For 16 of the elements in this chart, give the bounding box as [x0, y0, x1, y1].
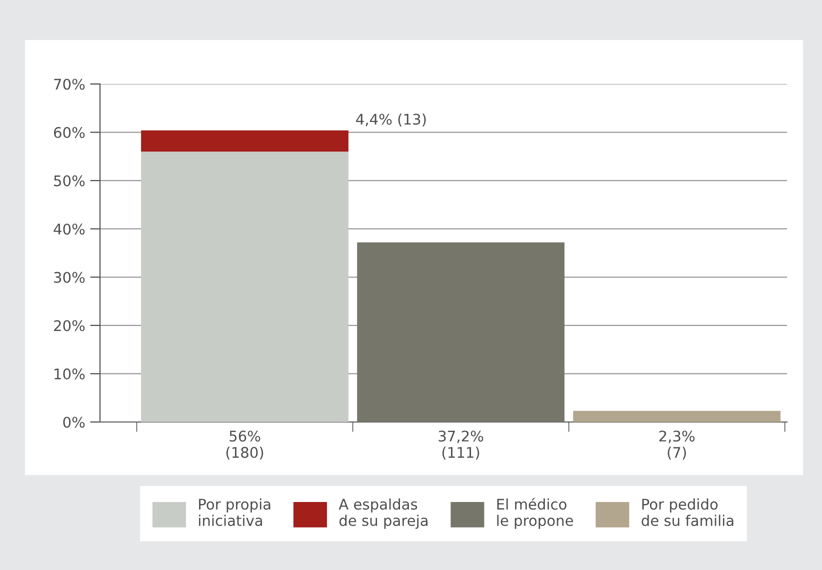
- legend-label: A espaldas de su pareja: [338, 498, 428, 529]
- x-tick-label: 37,2% (111): [438, 430, 484, 460]
- legend-label: El médico le propone: [497, 498, 574, 529]
- y-tick-label: 70%: [54, 78, 85, 90]
- y-tick-label: 20%: [54, 320, 85, 332]
- x-tick-label: 56% (180): [226, 430, 264, 460]
- y-tick-label: 30%: [54, 272, 85, 283]
- y-tick-label: 60%: [54, 127, 85, 138]
- x-tick-label: 2,3% (7): [659, 430, 695, 460]
- annotation: 4,4% (13): [356, 113, 426, 126]
- y-tick-label: 0%: [63, 416, 85, 428]
- y-tick-label: 40%: [54, 224, 85, 235]
- legend-label: Por propia iniciativa: [199, 498, 270, 526]
- y-tick-label: 50%: [54, 175, 85, 186]
- legend-label: Por pedido de su familia: [642, 498, 734, 526]
- y-tick-label: 10%: [54, 368, 85, 380]
